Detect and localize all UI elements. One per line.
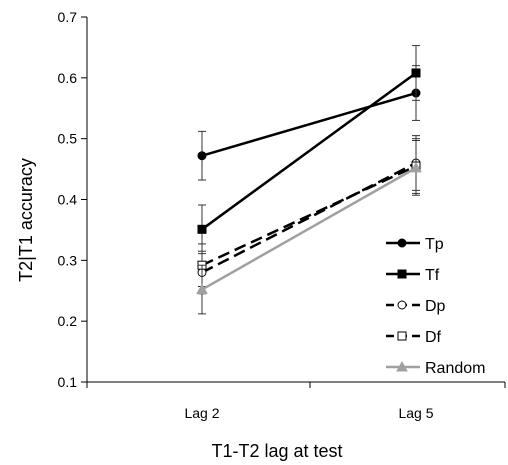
series-tp [197,65,421,181]
legend-label: Dp [425,298,446,315]
legend-swatch-marker [397,269,407,279]
data-point [197,151,207,161]
legend-label: Tf [425,267,440,284]
series-line [201,71,417,231]
legend-item-df: Df [386,329,442,346]
legend-item-random: Random [386,360,485,377]
y-tick-label: 0.4 [58,192,78,208]
data-point [410,161,422,173]
series-line [201,161,417,274]
legend-label: Df [425,329,442,346]
y-tick-label: 0.3 [58,252,78,268]
x-tick-label: Lag 2 [184,405,219,421]
series-layer [196,45,422,315]
legend-label: Tp [425,236,444,253]
series-line [201,164,417,267]
legend-item-dp: Dp [386,298,446,315]
x-tick-label: Lag 5 [398,405,433,421]
axes [86,17,505,383]
legend: Tp Tf Dp Df Random [386,236,485,377]
series-line [201,166,417,291]
x-axis-title: T1-T2 lag at test [211,441,342,461]
y-tick-label: 0.6 [58,70,78,86]
series-line [201,91,417,157]
y-axis-title: T2|T1 accuracy [16,158,36,282]
legend-item-tf: Tf [386,267,440,284]
legend-swatch-marker [396,360,408,372]
y-tick-label: 0.1 [58,374,78,390]
series-df [197,138,421,287]
data-point [411,68,421,78]
series-random [196,139,422,315]
x-axis-ticks: Lag 2 Lag 5 [86,382,506,421]
legend-swatch-marker [397,300,407,310]
y-tick-label: 0.5 [58,131,78,147]
legend-item-tp: Tp [386,236,444,253]
legend-swatch-marker [397,331,407,341]
legend-swatch-marker [397,238,407,248]
y-tick-label: 0.7 [58,9,78,25]
legend-label: Random [425,360,485,377]
y-axis-ticks: 0.1 0.2 0.3 0.4 0.5 0.6 0.7 [58,9,87,390]
data-point [197,224,207,234]
y-tick-label: 0.2 [58,313,78,329]
data-point [196,283,208,295]
series-tf [197,45,421,255]
